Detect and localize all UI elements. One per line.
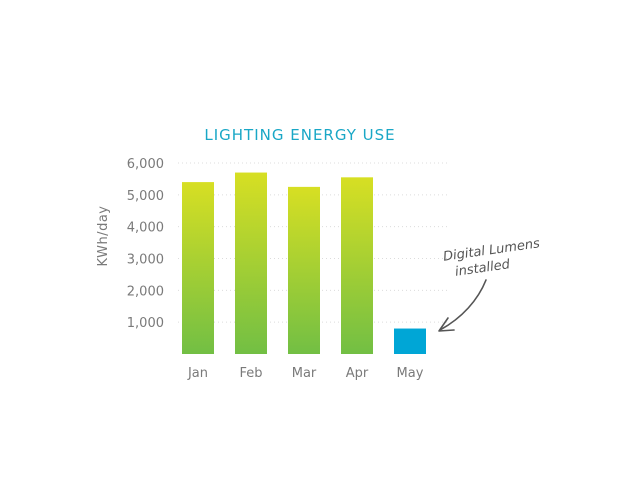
annotation: Digital Lumens installed [438, 236, 541, 332]
x-tick-label: May [397, 366, 424, 381]
grid-lines [178, 162, 448, 323]
bars [182, 172, 426, 354]
y-tick-label: 1,000 [127, 316, 164, 331]
x-tick-label: Apr [346, 366, 369, 381]
bar-jan [182, 182, 214, 354]
bar-may [394, 328, 426, 354]
y-tick-label: 4,000 [127, 221, 164, 236]
x-tick-label: Mar [292, 366, 317, 381]
y-tick-label: 6,000 [127, 157, 164, 172]
bar-feb [235, 172, 267, 354]
annotation-arrow [439, 279, 487, 331]
bar-mar [288, 186, 320, 354]
y-tick-label: 2,000 [127, 284, 164, 299]
y-tick-labels: 1,000 2,000 3,000 4,000 5,000 6,000 [127, 157, 164, 331]
y-axis-label: KWh/day [96, 206, 111, 267]
x-tick-labels: Jan Feb Mar Apr May [187, 366, 424, 381]
x-tick-label: Jan [187, 366, 208, 381]
annotation-arrowhead [438, 317, 455, 332]
chart-title: LIGHTING ENERGY USE [204, 126, 395, 144]
bar-apr [341, 177, 373, 354]
y-tick-label: 3,000 [127, 253, 164, 268]
y-tick-label: 5,000 [127, 189, 164, 204]
x-tick-label: Feb [239, 366, 262, 381]
